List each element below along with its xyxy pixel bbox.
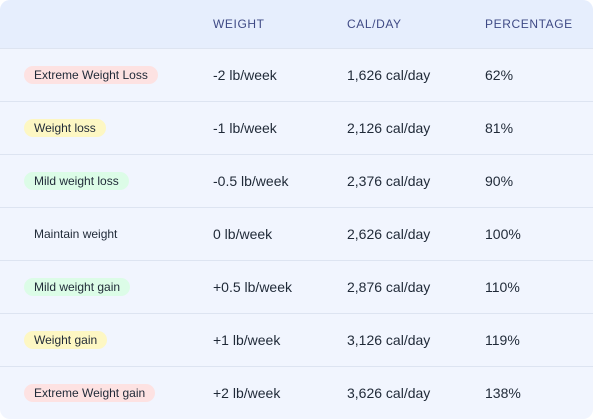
table-row: Maintain weight 0 lb/week 2,626 cal/day … — [0, 207, 593, 260]
percentage-cell: 100% — [485, 226, 521, 242]
cal-day-cell: 2,626 cal/day — [347, 226, 431, 242]
cal-day-cell: 3,126 cal/day — [347, 332, 431, 348]
table-header: WEIGHT CAL/DAY PERCENTAGE — [0, 0, 593, 48]
table-row: Mild weight gain +0.5 lb/week 2,876 cal/… — [0, 260, 593, 313]
table-row: Mild weight loss -0.5 lb/week 2,376 cal/… — [0, 154, 593, 207]
weight-cell: -1 lb/week — [213, 120, 277, 136]
goal-badge: Mild weight gain — [24, 278, 131, 296]
percentage-cell: 110% — [485, 279, 520, 295]
goal-badge: Maintain weight — [24, 225, 128, 243]
cal-day-cell: 2,376 cal/day — [347, 173, 431, 189]
goal-badge: Extreme Weight Loss — [24, 66, 158, 84]
table-row: Weight gain +1 lb/week 3,126 cal/day 119… — [0, 313, 593, 366]
percentage-cell: 138% — [485, 385, 521, 401]
goal-badge: Extreme Weight gain — [24, 384, 156, 402]
header-percentage: PERCENTAGE — [485, 17, 573, 31]
header-weight: WEIGHT — [213, 17, 265, 31]
weight-cell: +1 lb/week — [213, 332, 281, 348]
goal-badge: Mild weight loss — [24, 172, 129, 190]
cal-day-cell: 2,876 cal/day — [347, 279, 431, 295]
table-row: Extreme Weight Loss -2 lb/week 1,626 cal… — [0, 48, 593, 101]
table-row: Extreme Weight gain +2 lb/week 3,626 cal… — [0, 366, 593, 419]
table-row: Weight loss -1 lb/week 2,126 cal/day 81% — [0, 101, 593, 154]
cal-day-cell: 2,126 cal/day — [347, 120, 431, 136]
percentage-cell: 119% — [485, 332, 520, 348]
cal-day-cell: 1,626 cal/day — [347, 67, 431, 83]
percentage-cell: 62% — [485, 67, 514, 83]
header-cal-day: CAL/DAY — [347, 17, 402, 31]
goal-badge: Weight loss — [24, 119, 106, 137]
weight-cell: +2 lb/week — [213, 385, 281, 401]
goal-badge: Weight gain — [24, 331, 108, 349]
weight-cell: +0.5 lb/week — [213, 279, 292, 295]
percentage-cell: 90% — [485, 173, 514, 189]
cal-day-cell: 3,626 cal/day — [347, 385, 431, 401]
weight-cell: -2 lb/week — [213, 67, 277, 83]
weight-cell: -0.5 lb/week — [213, 173, 289, 189]
weight-cell: 0 lb/week — [213, 226, 273, 242]
percentage-cell: 81% — [485, 120, 514, 136]
